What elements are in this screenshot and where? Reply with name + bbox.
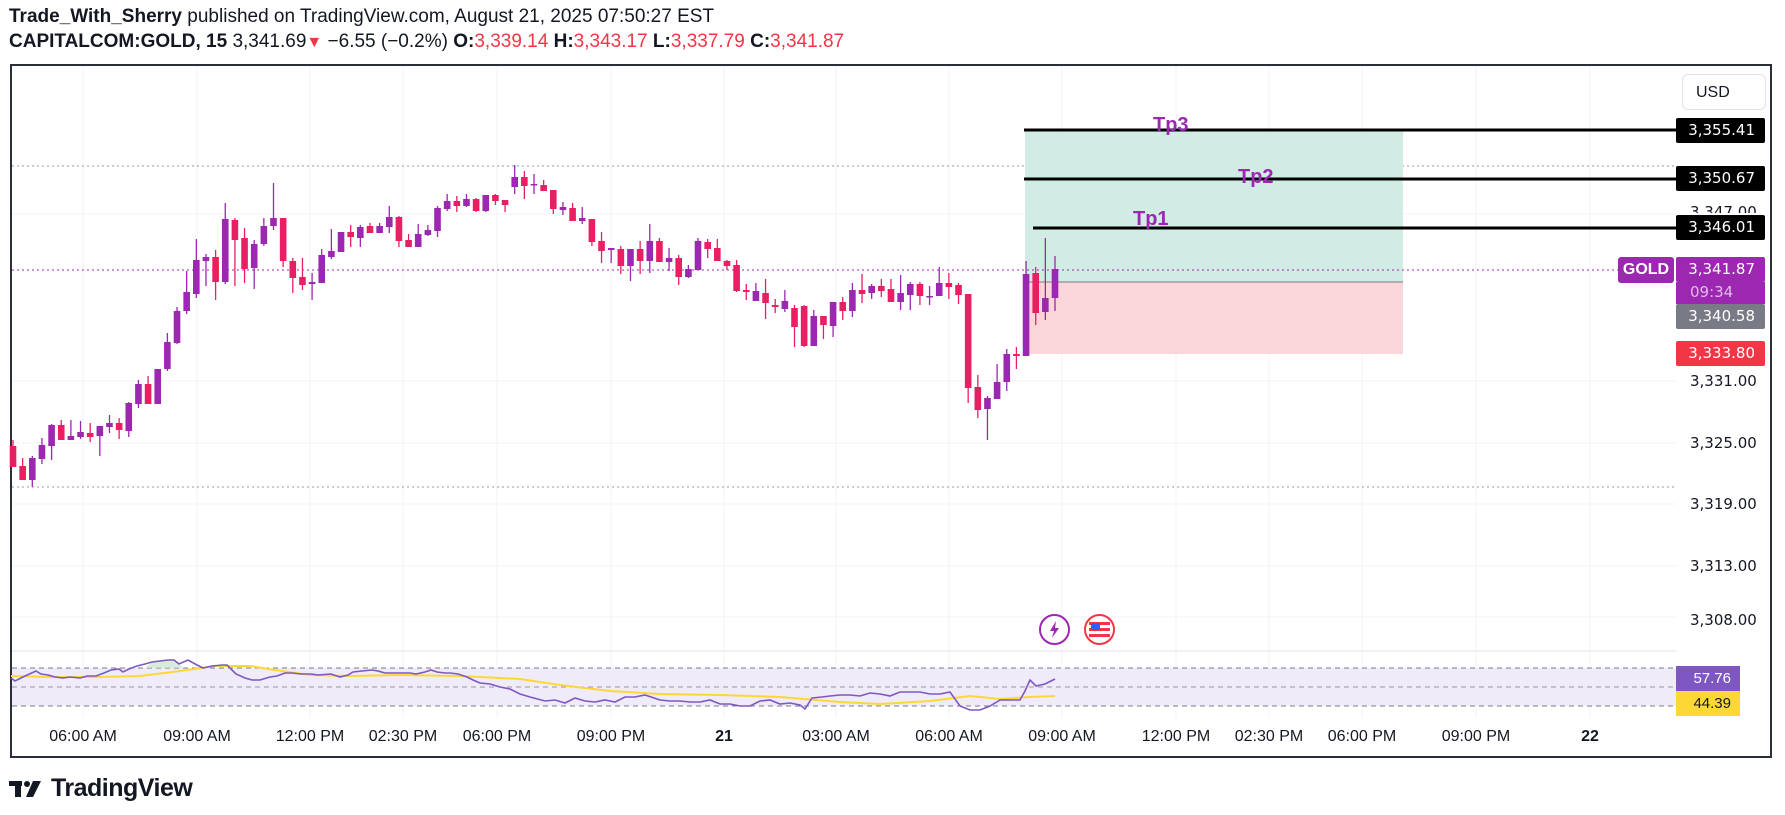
axis-label-3347: 3,347.00	[1690, 203, 1757, 213]
us-flag-event-icon[interactable]	[1084, 614, 1115, 645]
time-axis-label: 06:00 AM	[915, 728, 983, 745]
axis-label: 3,308.00	[1690, 611, 1757, 629]
low-label: L:	[652, 31, 671, 52]
time-axis-label: 02:30 PM	[368, 728, 438, 745]
chart-frame[interactable]	[10, 64, 1772, 758]
time-axis-label: 06:00 PM	[462, 728, 532, 745]
tradingview-logo-icon	[9, 780, 41, 797]
currency-button[interactable]: USD	[1682, 74, 1766, 110]
high-label: H:	[553, 31, 574, 52]
loss-zone[interactable]	[1025, 282, 1403, 354]
brand-name: TradingView	[51, 774, 193, 802]
open-label: O:	[453, 31, 475, 52]
time-axis-label: 09:00 PM	[1441, 728, 1511, 745]
entry-price-label: 3,340.58	[1676, 304, 1765, 329]
grid-lines	[12, 66, 1676, 718]
down-arrow-icon: ▼	[306, 34, 323, 51]
profit-zone[interactable]	[1025, 130, 1403, 282]
tp3-price-label: 3,355.41	[1676, 118, 1765, 143]
open-value: 3,339.14	[474, 31, 549, 52]
axis-label: 3,331.00	[1690, 372, 1757, 390]
tradingview-logo[interactable]: TradingView	[9, 774, 193, 803]
time-axis-label: 12:00 PM	[1141, 728, 1211, 745]
tp1-price-label: 3,346.01	[1676, 215, 1765, 240]
tp2-annotation[interactable]: Tp2	[1238, 166, 1274, 188]
current-price-label: 3,341.87	[1676, 257, 1765, 282]
time-axis-label: 09:00 AM	[1028, 728, 1096, 745]
time-axis-label: 09:00 AM	[163, 728, 231, 745]
close-label: C:	[750, 31, 771, 52]
rsi-ma-line	[10, 665, 1056, 706]
symbol-name: CAPITALCOM:GOLD, 15	[9, 31, 228, 52]
low-value: 3,337.79	[670, 31, 745, 52]
author-name[interactable]: Trade_With_Sherry	[9, 6, 183, 27]
time-axis-label: 12:00 PM	[275, 728, 345, 745]
time-axis-label: 06:00 PM	[1327, 728, 1397, 745]
lightning-event-icon[interactable]	[1039, 614, 1070, 645]
time-axis-label: 02:30 PM	[1234, 728, 1304, 745]
close-value: 3,341.87	[770, 31, 845, 52]
candlestick-series	[9, 165, 1059, 487]
axis-label: 3,319.00	[1690, 495, 1757, 513]
symbol-tag: GOLD	[1618, 257, 1674, 283]
rsi-value-label: 57.76	[1676, 666, 1740, 691]
axis-label: 3,325.00	[1690, 434, 1757, 452]
published-text: published on TradingView.com, August 21,…	[187, 6, 715, 27]
time-axis-label: 03:00 AM	[802, 728, 870, 745]
stop-price-label: 3,333.80	[1676, 341, 1765, 366]
time-axis-label: 22	[1581, 728, 1599, 745]
time-axis-label: 06:00 AM	[49, 728, 117, 745]
last-price: 3,341.69	[232, 31, 307, 52]
rsi-ma-value-label: 44.39	[1676, 691, 1740, 716]
price-change: −6.55 (−0.2%)	[327, 31, 448, 52]
tp2-price-label: 3,350.67	[1676, 166, 1765, 191]
time-axis-label: 09:00 PM	[576, 728, 646, 745]
axis-label: 3,313.00	[1690, 557, 1757, 575]
rsi-line	[10, 659, 1056, 711]
time-axis-label: 21	[715, 728, 733, 745]
symbol-legend: CAPITALCOM:GOLD, 15 3,341.69▼ −6.55 (−0.…	[9, 31, 844, 54]
publish-info: Trade_With_Sherry published on TradingVi…	[9, 6, 714, 28]
high-value: 3,343.17	[573, 31, 648, 52]
bar-countdown: 09:34	[1676, 282, 1765, 304]
tp3-annotation[interactable]: Tp3	[1153, 114, 1189, 136]
tp1-annotation[interactable]: Tp1	[1133, 208, 1169, 230]
